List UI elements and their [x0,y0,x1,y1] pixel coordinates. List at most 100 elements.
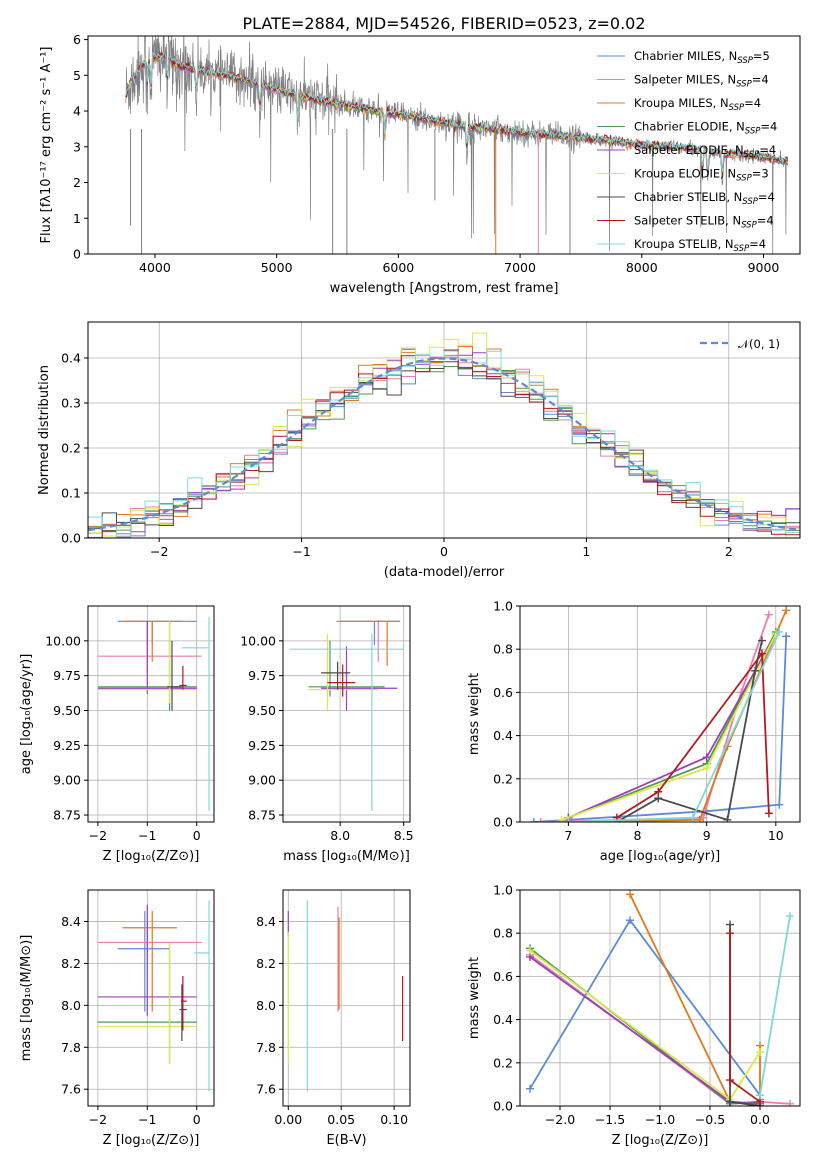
x-tick-label: 8 [634,828,642,843]
series-line [568,609,788,822]
y-tick-label: 0.0 [493,815,513,830]
y-tick-label: 8.0 [61,998,81,1013]
x-axis-label: Z [log₁₀(Z/Z⊙)] [103,849,200,864]
y-tick-label: 10.00 [240,633,276,648]
y-tick-label: 0.0 [61,531,81,546]
axes-frame [519,605,801,823]
observed-spectrum-line [125,36,789,254]
x-axis-label: age [log₁₀(age/yr)] [600,849,721,864]
x-tick-label: −1 [138,1112,156,1127]
series-line [529,949,761,1101]
axes-frame [519,889,801,1107]
series-marker [536,818,545,822]
panel-mass_vs_Z: −2 −1 0 7.6 7.8 8.0 8.2 8.4 Z [log₁₀(Z/Z⊙)] mass … [19,889,215,1148]
series-marker [564,818,573,822]
x-tick-label: 0.0 [750,1112,770,1127]
y-tick-label: 0.4 [493,1012,513,1027]
x-axis-label: Z [log₁₀(Z/Z⊙)] [103,1133,200,1148]
x-tick-label: −1.0 [645,1112,675,1127]
x-tick-label: 8.0 [330,828,350,843]
x-tick-label: 9000 [748,260,780,275]
y-axis-label: mass [log₁₀(M/M⊙)] [19,935,34,1062]
x-tick-label: −2.0 [545,1112,575,1127]
series-marker [688,813,697,822]
series-line [759,915,791,1096]
axes-frame [87,889,215,1107]
y-tick-label: 0.8 [493,642,513,657]
y-tick-label: 9.75 [248,668,276,683]
series-marker [626,916,634,925]
y-tick-label: 8.75 [53,808,81,823]
x-tick-label: 9 [703,828,711,843]
panel-spectrum: 4000 5000 6000 7000 8000 9000 0 1 2 3 4 5 6 wavelengt… [39,14,801,296]
legend-entry: Kroupa STELIB, NSSP=4 [634,237,766,254]
y-tick-label: 7.6 [61,1082,81,1097]
series-line [568,631,781,822]
x-tick-label: −1.5 [595,1112,625,1127]
y-axis-label: Flux [fλ10⁻¹⁷ erg cm⁻² s⁻¹ A⁻¹] [39,47,54,244]
y-tick-label: 8.4 [256,914,276,929]
panel-age_vs_mass: 8.0 8.5 8.75 9.00 9.25 9.50 9.75 10.00 mass [log… [240,605,414,864]
legend-entry: Salpeter ELODIE, NSSP=4 [634,143,776,160]
series-marker [775,627,784,636]
y-tick-label: 0.3 [61,396,81,411]
series-line [616,650,770,819]
plot-area [526,890,794,1106]
x-tick-label: −2 [89,828,107,843]
series-marker [526,1084,534,1093]
axes-frame [87,321,801,539]
x-tick-label: 7000 [504,260,536,275]
legend-entry: Chabrier STELIB, NSSP=4 [634,190,775,207]
y-tick-label: 9.25 [53,738,81,753]
y-tick-label: 4 [73,104,81,119]
x-tick-label: 0.05 [327,1112,355,1127]
y-tick-label: 7.8 [61,1040,81,1055]
legend-entry: Salpeter MILES, NSSP=4 [634,73,769,90]
plot-area [97,617,210,811]
x-axis-label: (data-model)/error [384,565,505,580]
x-tick-label: 0 [440,544,448,559]
y-tick-label: 0.2 [493,1055,513,1070]
series-marker [775,800,784,809]
x-tick-label: 10 [768,828,784,843]
y-tick-label: 8.2 [61,956,81,971]
series-marker [702,764,711,772]
y-tick-label: 8.0 [256,998,276,1013]
y-tick-label: 9.00 [248,773,276,788]
axes-frame [87,35,801,255]
legend-entry: Chabrier MILES, NSSP=5 [634,49,770,66]
x-tick-label: 0 [193,828,201,843]
series-marker [726,929,734,938]
plot-area [287,900,404,1092]
x-tick-label: 1 [582,544,590,559]
panel-mass_vs_ebv: 0.00 0.05 0.10 7.6 7.8 8.0 8.2 8.4 E(B-V) [256,889,411,1148]
plot-area [125,36,789,254]
y-tick-label: 8.2 [256,956,276,971]
axes-frame [282,605,411,823]
panel-age_vs_Z: −2 −1 0 8.75 9.00 9.25 9.50 9.75 10.00 Z [log₁₀(Z… [19,605,215,864]
y-tick-label: 9.50 [248,703,276,718]
y-tick-label: 7.8 [256,1040,276,1055]
model-spectrum-kroupa-stelib [125,51,788,173]
y-tick-label: 8.4 [61,914,81,929]
x-axis-label: mass [log₁₀(M/M⊙)] [283,849,410,864]
series-line [616,640,763,822]
x-tick-label: −0.5 [695,1112,725,1127]
y-tick-label: 1.0 [493,883,513,898]
legend-entry: 𝒩(0, 1) [738,337,780,351]
y-tick-label: 7.6 [256,1082,276,1097]
series-marker [764,610,773,619]
x-tick-label: −2 [150,544,168,559]
y-tick-label: 1.0 [493,599,513,614]
series-marker [726,920,734,929]
series-marker [764,809,773,818]
series-line [540,614,770,822]
series-marker [756,1048,764,1056]
x-axis-label: Z [log₁₀(Z/Z⊙)] [612,1133,709,1148]
series-marker [757,636,766,645]
y-tick-label: 0.0 [493,1099,513,1114]
y-tick-label: 1 [73,211,81,226]
series-marker [557,815,566,822]
y-axis-label: age [log₁₀(age/yr)] [19,654,34,775]
x-tick-label: 7 [564,828,572,843]
